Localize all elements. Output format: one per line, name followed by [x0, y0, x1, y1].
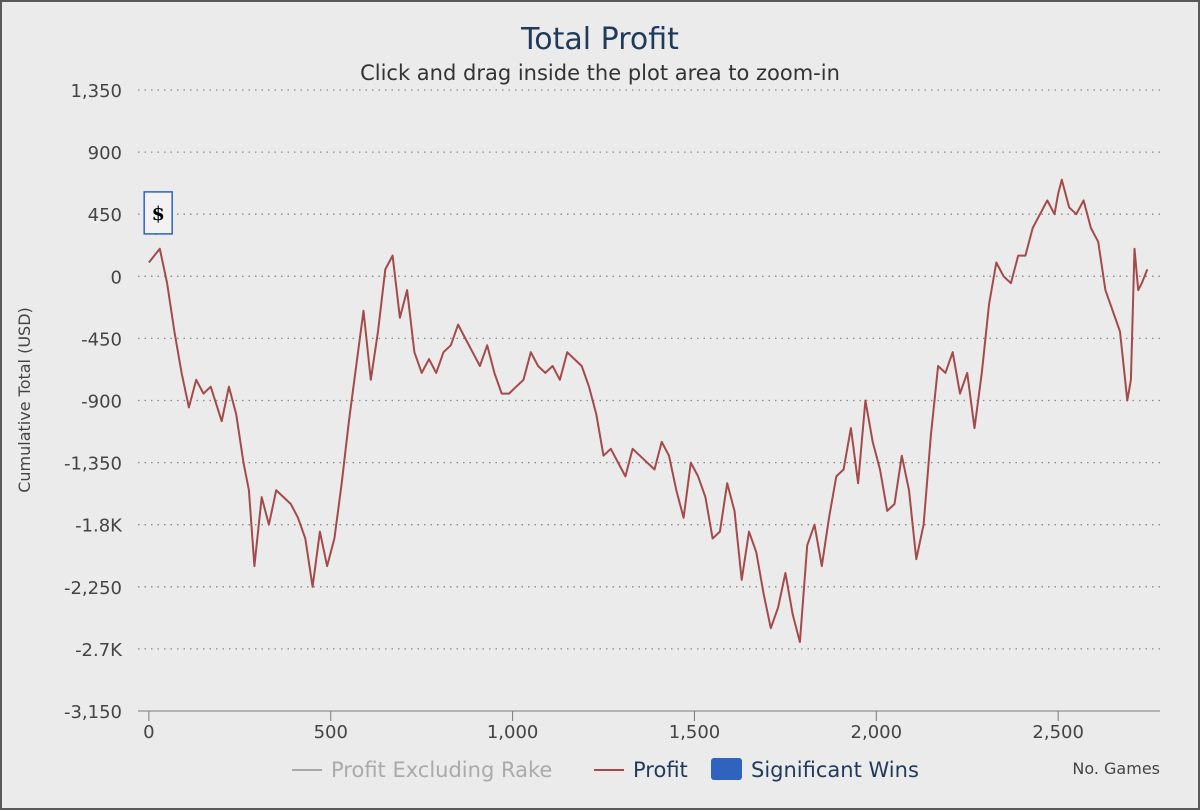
y-axis-label: Cumulative Total (USD): [15, 307, 34, 493]
x-tick-label: 1,500: [669, 722, 721, 743]
y-axis-ticks: 1,350 900 450 0 -450 -900 -1,350 -1.8K -2,250 -2.…: [64, 81, 123, 723]
x-tick-label: 0: [143, 722, 154, 743]
legend-item-profit-excluding-rake[interactable]: Profit Excluding Rake: [292, 758, 552, 782]
legend-label-profit: Profit: [633, 758, 688, 782]
x-axis-label: No. Games: [1072, 759, 1160, 778]
profit-series-line[interactable]: [148, 178, 1149, 643]
x-tick-label: 2,000: [851, 722, 903, 743]
legend-item-significant-wins[interactable]: Significant Wins: [711, 758, 919, 782]
legend-swatch-significant-wins: [711, 758, 742, 780]
x-tick-label: 2,500: [1032, 722, 1084, 743]
y-tick-label: 1,350: [70, 81, 122, 102]
y-tick-label: -2.7K: [75, 640, 123, 661]
y-tick-label: -450: [81, 329, 122, 350]
legend: Profit Excluding Rake Profit Significant…: [292, 758, 919, 782]
x-axis-ticks: 0 500 1,000 1,500 2,000 2,500: [143, 711, 1084, 743]
x-tick-label: 500: [314, 722, 348, 743]
x-tick-label: 1,000: [487, 722, 539, 743]
y-tick-label: -2,250: [64, 578, 122, 599]
chart-subtitle: Click and drag inside the plot area to z…: [360, 61, 840, 85]
y-tick-label: 0: [111, 267, 122, 288]
legend-label-significant-wins: Significant Wins: [751, 758, 919, 782]
y-tick-label: -900: [81, 392, 122, 413]
significant-wins-flags[interactable]: $: [143, 191, 173, 235]
significant-win-flag[interactable]: [143, 191, 173, 235]
y-tick-label: -1.8K: [75, 516, 123, 537]
series-layer[interactable]: [148, 178, 1149, 643]
y-tick-label: -1,350: [64, 454, 122, 475]
gridlines: [138, 89, 1160, 650]
significant-win-flag-label: $: [152, 203, 165, 225]
legend-item-profit[interactable]: Profit: [594, 758, 688, 782]
y-tick-label: 900: [88, 143, 122, 164]
chart-title: Total Profit: [520, 22, 679, 57]
legend-label-profit-excluding-rake: Profit Excluding Rake: [331, 758, 552, 782]
y-tick-label: 450: [88, 205, 122, 226]
y-tick-label: -3,150: [64, 702, 122, 723]
